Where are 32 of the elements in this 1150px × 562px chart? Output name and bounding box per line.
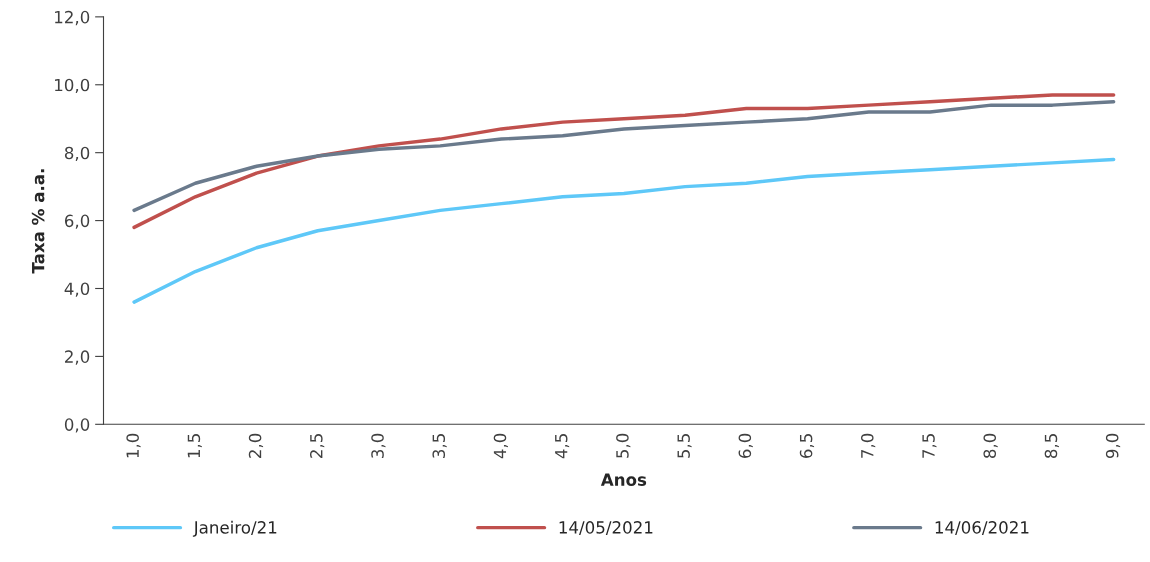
y-tick-label: 12,0 bbox=[55, 10, 90, 26]
x-tick-label: 8,5 bbox=[1044, 434, 1059, 459]
line-series bbox=[132, 157, 1116, 304]
x-tick-label: 2,5 bbox=[310, 434, 325, 458]
x-tick-label: 4,0 bbox=[493, 433, 508, 459]
x-tick-label: 5,5 bbox=[677, 434, 692, 458]
x-tick-label: 3,0 bbox=[371, 433, 386, 458]
legend-label: 14/06/2021 bbox=[935, 521, 1029, 536]
x-tick-label: 8,0 bbox=[983, 433, 998, 459]
x-tick-label: 3,5 bbox=[432, 434, 447, 458]
y-tick-label: 8,0 bbox=[64, 146, 90, 161]
y-tick-label: 2,0 bbox=[65, 350, 90, 365]
x-tick-label: 6,0 bbox=[738, 433, 753, 458]
x-tick-label: 2,0 bbox=[248, 433, 264, 458]
x-tick-label: 5,0 bbox=[616, 433, 631, 458]
x-tick-label: 6,5 bbox=[799, 434, 815, 458]
y-tick-label: 0,0 bbox=[64, 418, 90, 433]
y-axis-title: Taxa % a.a. bbox=[31, 169, 45, 274]
x-tick-label: 1,5 bbox=[187, 434, 202, 458]
x-axis-title: Anos bbox=[600, 473, 647, 486]
x-tick-label: 4,5 bbox=[555, 434, 570, 459]
x-tick-label: 1,0 bbox=[126, 433, 141, 458]
y-tick-label: 4,0 bbox=[64, 282, 90, 297]
legend-label: Janeiro/21 bbox=[192, 520, 277, 537]
x-tick-label: 7,5 bbox=[922, 434, 937, 458]
x-tick-label: 9,0 bbox=[1105, 433, 1121, 459]
x-tick-label: 7,0 bbox=[860, 433, 876, 458]
legend-label: 14/05/2021 bbox=[559, 521, 653, 536]
y-tick-label: 6,0 bbox=[64, 214, 90, 229]
y-tick-label: 10,0 bbox=[55, 78, 90, 94]
line-series bbox=[132, 100, 1116, 213]
line-series bbox=[132, 93, 1116, 230]
